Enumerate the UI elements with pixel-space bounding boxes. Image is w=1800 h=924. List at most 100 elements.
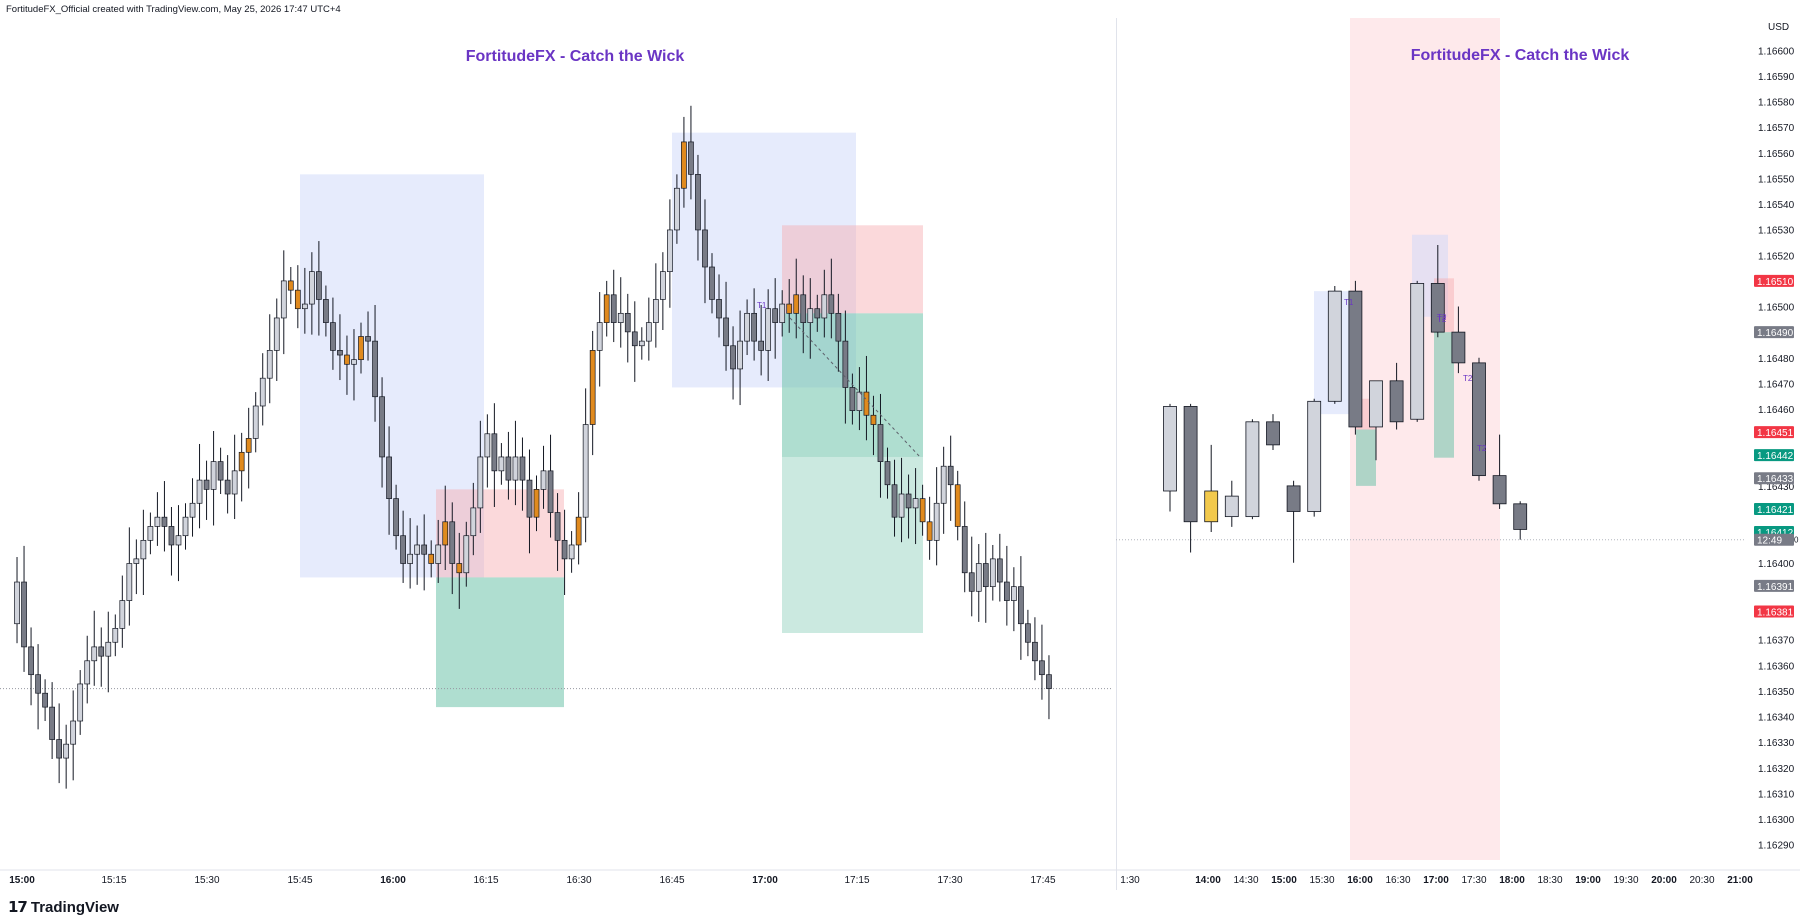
candle-body: [1032, 641, 1038, 662]
y-tick-label: 1.16360: [1758, 661, 1795, 672]
candle-body: [456, 563, 463, 574]
candle-body: [238, 451, 245, 472]
x-tick-label: 1:30: [1120, 875, 1140, 886]
candle-body: [905, 493, 912, 509]
price-badge-gray: [1754, 533, 1794, 546]
candle-body: [835, 312, 842, 342]
candle-body: [1025, 623, 1031, 643]
candle-body: [940, 465, 947, 504]
candle-body: [765, 308, 772, 351]
candle-body: [42, 692, 48, 708]
annotation-label: T1: [757, 301, 767, 310]
price-badge-label: 12:49: [1757, 536, 1782, 547]
candle-body: [596, 322, 603, 351]
price-badge-gray: [1754, 326, 1794, 339]
price-badge-label: 1.16510: [1757, 277, 1794, 288]
y-tick-label: 1.16400: [1758, 559, 1795, 570]
candle-body: [1039, 660, 1045, 676]
y-tick-label: 1.16570: [1758, 123, 1795, 134]
candle-body: [533, 489, 540, 518]
candle-body: [196, 479, 203, 504]
right-chart-pane[interactable]: FortitudeFX - Catch the Wick T1 T2 T2 T2 T2 US…: [1116, 0, 1800, 890]
candle-body: [154, 516, 161, 527]
annotation-label: T2: [1463, 374, 1473, 383]
candle-body: [217, 461, 224, 481]
x-tick-label: 15:30: [1309, 875, 1334, 886]
annotation-label: T2: [1437, 315, 1447, 324]
candle-body: [210, 461, 217, 490]
candle-body: [1348, 290, 1363, 428]
candle-body: [505, 456, 512, 481]
candle-body: [337, 350, 343, 356]
candle-body: [105, 641, 112, 657]
candle-body: [1266, 421, 1280, 446]
candle-body: [709, 266, 715, 300]
x-tick-label: 16:00: [380, 875, 406, 886]
candle-body: [870, 414, 877, 425]
x-tick-label: 19:30: [1613, 875, 1638, 886]
candle-body: [428, 553, 435, 564]
last-price-suffix: 0: [1794, 536, 1799, 545]
candle-body: [189, 502, 196, 518]
target-zone-2: [782, 313, 923, 633]
x-tick-label: 16:00: [1347, 875, 1373, 886]
x-tick-label: 17:30: [1461, 875, 1486, 886]
candle-body: [961, 526, 968, 574]
candle-body: [35, 674, 41, 694]
annotation-label: T2: [1477, 444, 1487, 453]
candle-body: [526, 479, 533, 518]
footer: 𝟭𝟳 TradingView: [8, 898, 119, 917]
candle-body: [842, 340, 849, 388]
left-chart-svg[interactable]: FortitudeFX - Catch the WickT1USD1.16545…: [0, 0, 1116, 890]
candle-body: [421, 544, 428, 555]
candle-body: [947, 465, 954, 486]
candle-body: [786, 303, 793, 314]
y-tick-label: 1.16520: [1758, 251, 1795, 262]
candle-body: [519, 456, 526, 481]
candle-body: [933, 502, 940, 541]
candle-body: [660, 271, 666, 300]
candle-body: [723, 317, 729, 347]
candle-body: [1513, 503, 1528, 530]
candle-body: [14, 581, 20, 625]
candle-body: [744, 312, 750, 342]
candle-body: [1011, 586, 1017, 601]
candle-body: [140, 539, 147, 560]
y-tick-label: 1.16340: [1758, 713, 1795, 724]
candle-body: [884, 461, 891, 486]
candle-body: [309, 271, 315, 305]
candle-body: [912, 498, 919, 509]
left-chart-pane[interactable]: FortitudeFX - Catch the WickT1USD1.16545…: [0, 0, 1116, 890]
x-tick-label: 21:00: [1727, 875, 1753, 886]
candle-body: [407, 553, 413, 564]
candle-body: [351, 359, 357, 365]
candle-body: [828, 294, 835, 314]
y-tick-label: 1.16300: [1758, 815, 1795, 826]
candle-body: [358, 336, 364, 361]
pane-divider[interactable]: [1116, 18, 1117, 890]
candle-body: [98, 646, 105, 657]
candle-body: [702, 229, 708, 268]
candle-body: [877, 424, 884, 462]
right-chart-svg[interactable]: FortitudeFX - Catch the WickT1T2T2T2T2US…: [1116, 0, 1800, 890]
candle-body: [301, 303, 308, 310]
candle-body: [667, 229, 673, 272]
candle-body: [386, 456, 392, 499]
candle-body: [84, 660, 91, 685]
candle-body: [161, 516, 168, 527]
chart-header-text: FortitudeFX_Official created with Tradin…: [6, 4, 341, 15]
candle-body: [800, 294, 807, 323]
price-badge-label: 1.16490: [1757, 328, 1794, 339]
x-tick-label: 17:30: [937, 875, 962, 886]
candle-body: [491, 433, 498, 472]
candle-body: [414, 544, 421, 555]
candle-body: [28, 646, 34, 676]
y-tick-label: 1.16310: [1758, 789, 1795, 800]
y-tick-label: 1.16500: [1758, 303, 1795, 314]
candle-body: [1327, 290, 1342, 402]
y-tick-label: 1.16320: [1758, 764, 1795, 775]
candle-body: [449, 521, 456, 564]
target-zone-2-lower: [782, 456, 923, 633]
candle-body: [470, 507, 477, 537]
candle-body: [344, 354, 350, 365]
